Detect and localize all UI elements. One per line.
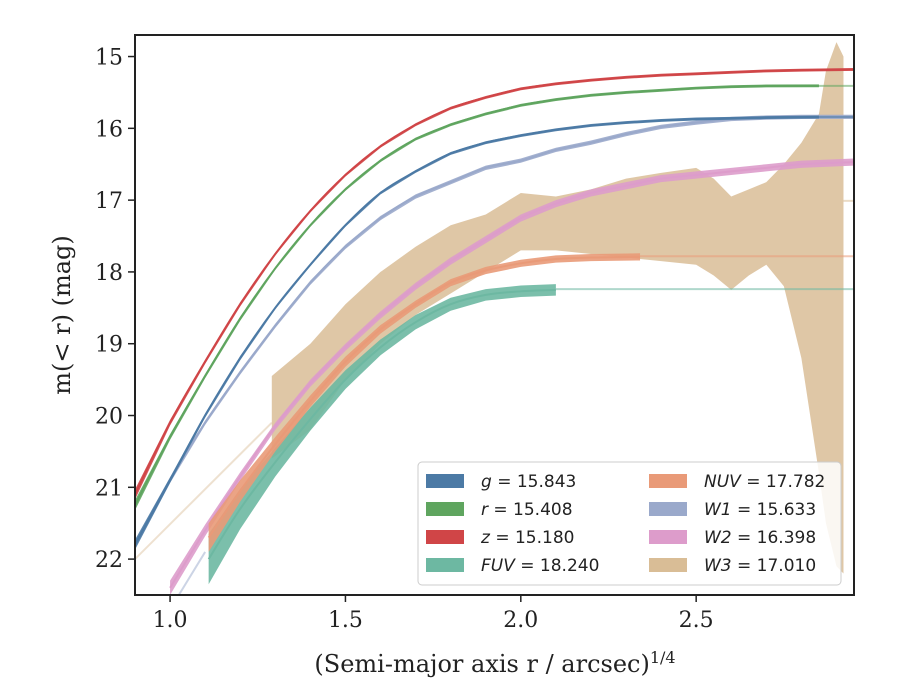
series-g bbox=[135, 115, 854, 550]
legend-swatch bbox=[426, 474, 464, 488]
legend-swatch bbox=[649, 530, 687, 544]
legend-item-w1: W1 = 15.633 bbox=[649, 500, 816, 520]
legend-swatch bbox=[649, 502, 687, 516]
x-tick-label: 1.5 bbox=[328, 608, 363, 633]
y-tick-label: 17 bbox=[95, 189, 123, 214]
legend-item-w3: W3 = 17.010 bbox=[649, 556, 816, 576]
x-axis-label: (Semi-major axis r / arcsec)1/4 bbox=[314, 648, 675, 679]
legend-swatch bbox=[649, 558, 687, 572]
line-w1 bbox=[135, 115, 854, 546]
axes-frame bbox=[134, 34, 855, 596]
line-g bbox=[135, 116, 819, 546]
band-fuv bbox=[208, 284, 556, 585]
legend-box bbox=[417, 461, 842, 586]
legend-swatch bbox=[426, 530, 464, 544]
y-axis-label: m(< r) (mag) bbox=[48, 235, 76, 394]
legend-swatch bbox=[426, 502, 464, 516]
y-tick-label: 20 bbox=[95, 405, 123, 430]
legend-label: FUV = 18.240 bbox=[481, 556, 599, 576]
legend-item-fuv: FUV = 18.240 bbox=[426, 556, 599, 576]
band-z bbox=[135, 68, 854, 500]
legend-label: W3 = 17.010 bbox=[704, 556, 816, 576]
legend-label: z = 15.180 bbox=[480, 528, 574, 548]
plot-area bbox=[135, 42, 854, 595]
legend-item-g: g = 15.843 bbox=[426, 472, 576, 492]
legend-item-w2: W2 = 16.398 bbox=[649, 528, 816, 548]
legend-item-z: z = 15.180 bbox=[426, 528, 574, 548]
legend-swatch bbox=[426, 558, 464, 572]
y-tick-label: 21 bbox=[95, 476, 123, 501]
legend-label: r = 15.408 bbox=[481, 500, 573, 520]
legend-label: W1 = 15.633 bbox=[704, 500, 816, 520]
line-z bbox=[135, 68, 854, 495]
x-tick-label: 1.0 bbox=[153, 608, 188, 633]
x-tick-label: 2.5 bbox=[679, 608, 714, 633]
line-nuv bbox=[207, 255, 641, 539]
series-z bbox=[135, 68, 854, 500]
legend-swatch bbox=[649, 474, 687, 488]
line-fuv bbox=[207, 288, 556, 560]
extrapolation-w3 bbox=[135, 421, 273, 560]
series-fuv bbox=[207, 284, 854, 585]
x-tick-label: 2.0 bbox=[503, 608, 538, 633]
series-nuv bbox=[207, 253, 854, 552]
legend: g = 15.843 r = 15.408 z = 15.180 FUV = 18.2… bbox=[417, 461, 842, 586]
y-tick-label: 18 bbox=[95, 261, 123, 286]
series-w1 bbox=[135, 114, 854, 595]
y-tick-label: 19 bbox=[95, 333, 123, 358]
series-w2 bbox=[169, 158, 854, 595]
y-tick-label: 22 bbox=[95, 548, 123, 573]
extrapolation-w1 bbox=[177, 551, 206, 595]
legend-label: g = 15.843 bbox=[481, 472, 576, 492]
line-r bbox=[135, 84, 819, 506]
legend-item-r: r = 15.408 bbox=[426, 500, 573, 520]
axis-ticks: 1.0 1.5 2.0 2.5 15 16 17 18 19 20 21 22 bbox=[95, 46, 714, 633]
legend-label: W2 = 16.398 bbox=[704, 528, 816, 548]
legend-label: NUV = 17.782 bbox=[704, 472, 825, 492]
y-tick-label: 16 bbox=[95, 117, 123, 142]
series-r bbox=[135, 84, 854, 511]
line-w2 bbox=[169, 161, 854, 589]
y-tick-label: 15 bbox=[95, 46, 123, 71]
legend-item-nuv: NUV = 17.782 bbox=[649, 472, 825, 492]
